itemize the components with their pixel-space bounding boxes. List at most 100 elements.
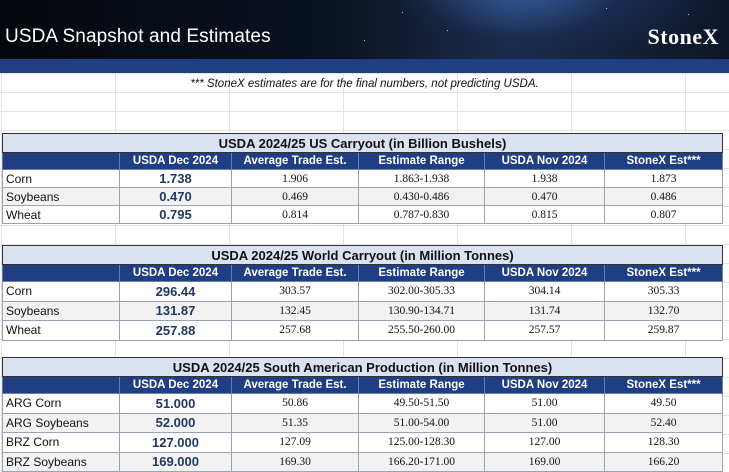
row-label: Corn xyxy=(2,169,120,188)
column-header: Average Trade Est. xyxy=(231,152,359,170)
table-row: ARG Soybeans 52.000 51.35 51.00-54.00 51.00 5… xyxy=(2,412,724,433)
column-header: USDA Nov 2024 xyxy=(484,376,605,394)
header-banner: USDA Snapshot and Estimates StoneX xyxy=(0,0,729,60)
cell-stonex: 1.873 xyxy=(603,169,724,188)
cell-range: 255.50-260.00 xyxy=(358,320,485,341)
row-label: Soybeans xyxy=(2,300,120,321)
star-decoration xyxy=(606,8,607,9)
stonex-logo: StoneX xyxy=(647,24,719,49)
row-label: Wheat xyxy=(2,320,120,341)
cell-usda-dec: 1.738 xyxy=(119,169,232,188)
star-decoration xyxy=(688,14,689,15)
cell-avg-trade: 51.35 xyxy=(231,412,359,433)
table-row: Soybeans 0.470 0.469 0.430-0.486 0.470 0.486 xyxy=(2,187,724,206)
row-label: Wheat xyxy=(2,205,120,224)
cell-usda-nov: 1.938 xyxy=(484,169,605,188)
column-header: Average Trade Est. xyxy=(231,264,359,282)
cell-avg-trade: 169.30 xyxy=(231,451,359,472)
cell-range: 0.787-0.830 xyxy=(358,205,485,224)
table-row: ARG Corn 51.000 50.86 49.50-51.50 51.00 49.50 xyxy=(2,393,724,414)
column-header: StoneX Est*** xyxy=(603,264,724,282)
column-header xyxy=(2,376,120,394)
cell-stonex: 305.33 xyxy=(603,281,724,302)
cell-usda-nov: 169.00 xyxy=(484,451,605,472)
cell-avg-trade: 1.906 xyxy=(231,169,359,188)
cell-range: 125.00-128.30 xyxy=(358,432,485,453)
table-row: Corn 1.738 1.906 1.863-1.938 1.938 1.873 xyxy=(2,169,724,188)
cell-usda-nov: 51.00 xyxy=(484,393,605,414)
cell-range: 51.00-54.00 xyxy=(358,412,485,433)
row-label: Soybeans xyxy=(2,187,120,206)
column-header: USDA Nov 2024 xyxy=(484,152,605,170)
table-title: USDA 2024/25 South American Production (… xyxy=(1,357,724,377)
data-table: USDA 2024/25 World Carryout (in Million … xyxy=(1,245,724,341)
column-header xyxy=(2,152,120,170)
column-header: USDA Nov 2024 xyxy=(484,264,605,282)
data-table: USDA 2024/25 South American Production (… xyxy=(1,357,724,472)
table-row: BRZ Soybeans 169.000 169.30 166.20-171.00 16… xyxy=(2,451,724,472)
cell-avg-trade: 50.86 xyxy=(231,393,359,414)
column-header: StoneX Est*** xyxy=(603,376,724,394)
cell-usda-dec: 169.000 xyxy=(119,451,232,472)
column-header: StoneX Est*** xyxy=(603,152,724,170)
table-row: BRZ Corn 127.000 127.09 125.00-128.30 127.00… xyxy=(2,432,724,453)
cell-stonex: 0.486 xyxy=(603,187,724,206)
cell-range: 1.863-1.938 xyxy=(358,169,485,188)
cell-range: 166.20-171.00 xyxy=(358,451,485,472)
cell-usda-nov: 257.57 xyxy=(484,320,605,341)
cell-usda-nov: 131.74 xyxy=(484,300,605,321)
cell-avg-trade: 257.68 xyxy=(231,320,359,341)
cell-usda-dec: 0.470 xyxy=(119,187,232,206)
cell-avg-trade: 303.57 xyxy=(231,281,359,302)
cell-usda-nov: 51.00 xyxy=(484,412,605,433)
column-header: Estimate Range xyxy=(358,264,485,282)
cell-usda-dec: 52.000 xyxy=(119,412,232,433)
disclaimer-note: *** StoneX estimates are for the final n… xyxy=(190,78,539,90)
cell-usda-dec: 0.795 xyxy=(119,205,232,224)
row-label: Corn xyxy=(2,281,120,302)
cell-usda-dec: 131.87 xyxy=(119,300,232,321)
cell-usda-nov: 304.14 xyxy=(484,281,605,302)
cell-avg-trade: 0.469 xyxy=(231,187,359,206)
page-title: USDA Snapshot and Estimates xyxy=(5,26,271,47)
column-header: Estimate Range xyxy=(358,376,485,394)
row-label: ARG Corn xyxy=(2,393,120,414)
column-header: USDA Dec 2024 xyxy=(119,264,232,282)
row-label: ARG Soybeans xyxy=(2,412,120,433)
column-header xyxy=(2,264,120,282)
cell-usda-nov: 0.470 xyxy=(484,187,605,206)
column-header: USDA Dec 2024 xyxy=(119,376,232,394)
table-title: USDA 2024/25 World Carryout (in Million … xyxy=(1,245,724,265)
cell-usda-dec: 127.000 xyxy=(119,432,232,453)
south-american-production-table: USDA 2024/25 South American Production (… xyxy=(1,357,724,472)
cell-stonex: 166.20 xyxy=(603,451,724,472)
world-carryout-table: USDA 2024/25 World Carryout (in Million … xyxy=(1,245,724,341)
table-row: Corn 296.44 303.57 302.00-305.33 304.14 305.3… xyxy=(2,281,724,302)
earth-space-background xyxy=(0,0,729,60)
cell-stonex: 259.87 xyxy=(603,320,724,341)
cell-stonex: 49.50 xyxy=(603,393,724,414)
column-header: Average Trade Est. xyxy=(231,376,359,394)
cell-stonex: 132.70 xyxy=(603,300,724,321)
cell-usda-dec: 296.44 xyxy=(119,281,232,302)
star-decoration xyxy=(402,12,403,13)
star-decoration xyxy=(447,30,448,31)
row-label: BRZ Corn xyxy=(2,432,120,453)
cell-stonex: 0.807 xyxy=(603,205,724,224)
cell-range: 302.00-305.33 xyxy=(358,281,485,302)
column-header: USDA Dec 2024 xyxy=(119,152,232,170)
table-row: Wheat 257.88 257.68 255.50-260.00 257.57 259.… xyxy=(2,320,724,341)
cell-usda-dec: 51.000 xyxy=(119,393,232,414)
cell-avg-trade: 127.09 xyxy=(231,432,359,453)
cell-usda-dec: 257.88 xyxy=(119,320,232,341)
cell-avg-trade: 0.814 xyxy=(231,205,359,224)
cell-usda-nov: 0.815 xyxy=(484,205,605,224)
cell-range: 49.50-51.50 xyxy=(358,393,485,414)
table-title: USDA 2024/25 US Carryout (in Billion Bus… xyxy=(1,133,724,153)
cell-range: 130.90-134.71 xyxy=(358,300,485,321)
header-rule xyxy=(0,59,729,73)
star-decoration xyxy=(364,40,365,41)
table-row: Soybeans 131.87 132.45 130.90-134.71 131.74 1… xyxy=(2,300,724,321)
table-row: Wheat 0.795 0.814 0.787-0.830 0.815 0.807 xyxy=(2,205,724,224)
cell-stonex: 128.30 xyxy=(603,432,724,453)
